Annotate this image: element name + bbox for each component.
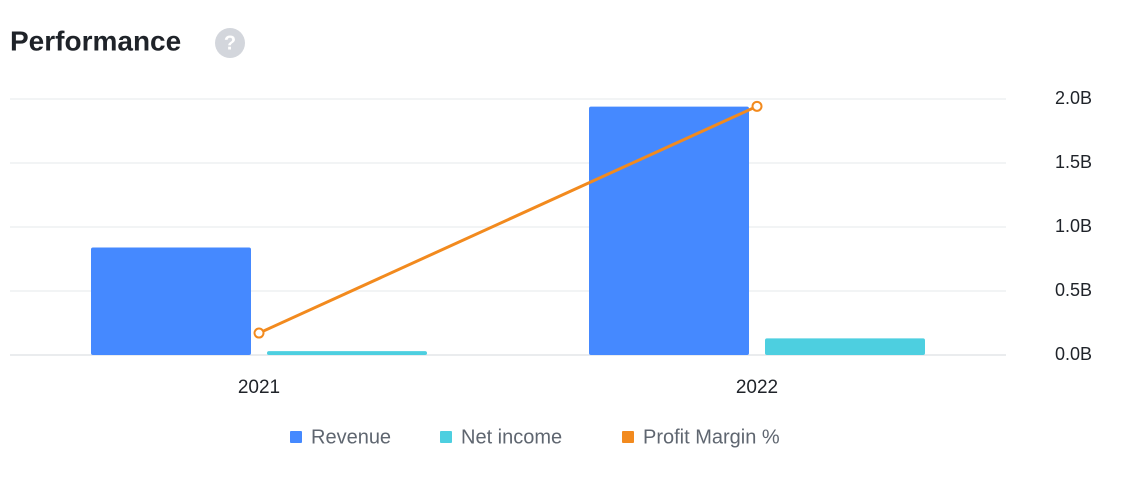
bar — [589, 106, 749, 356]
line — [258, 104, 758, 335]
y-tick-label: 0.0B — [1055, 344, 1092, 364]
y-tick-label: 2.0B — [1055, 88, 1092, 108]
legend-label: Net income — [461, 426, 562, 448]
legend-label: Revenue — [311, 426, 391, 448]
y-tick-label: 1.5B — [1055, 152, 1092, 172]
line-marker — [751, 100, 763, 112]
help-icon[interactable]: ? — [224, 32, 236, 54]
chart-title: Performance — [10, 25, 181, 56]
x-tick-label: 2021 — [238, 377, 280, 398]
line-marker — [253, 327, 265, 339]
y-tick-label: 1.0B — [1055, 216, 1092, 236]
legend-marker — [622, 431, 634, 443]
legend-marker — [440, 431, 452, 443]
bar — [91, 247, 251, 355]
y-tick-label: 0.5B — [1055, 280, 1092, 300]
x-tick-label: 2022 — [736, 377, 778, 398]
bar — [267, 351, 427, 355]
help-icon-circle[interactable] — [215, 28, 245, 58]
legend-label: Profit Margin % — [643, 426, 780, 448]
bar — [765, 338, 925, 355]
legend-marker — [290, 431, 302, 443]
